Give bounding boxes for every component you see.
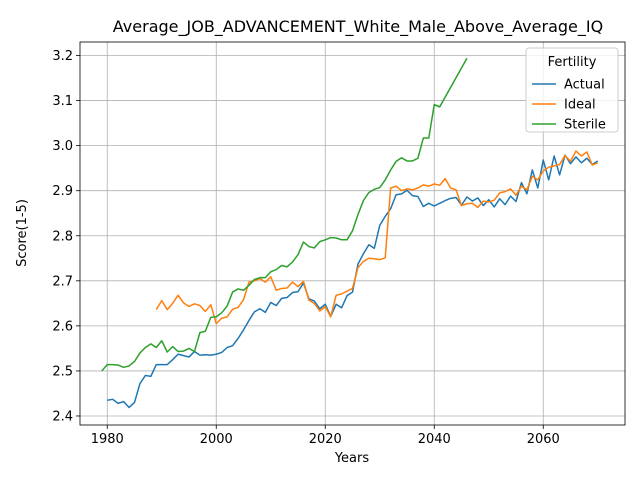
y-tick-label: 3.0 <box>52 139 73 154</box>
chart-title: Average_JOB_ADVANCEMENT_White_Male_Above… <box>113 17 603 37</box>
x-axis-label: Years <box>334 451 370 466</box>
series-layer <box>101 57 599 409</box>
y-axis-label: Score(1-5) <box>15 199 30 267</box>
grid <box>80 42 625 425</box>
x-tick-label: 2060 <box>527 432 560 447</box>
x-axis: 1980 2000 2020 2040 2060 <box>91 425 560 447</box>
legend: Fertility Actual Ideal Sterile <box>525 47 619 133</box>
y-tick-label: 2.4 <box>52 409 73 424</box>
y-tick-label: 2.8 <box>52 229 73 244</box>
legend-label-ideal: Ideal <box>564 98 596 113</box>
plot-frame <box>79 41 626 426</box>
y-tick-label: 2.9 <box>52 184 73 199</box>
series-line-sterile <box>101 57 468 372</box>
y-axis: 2.4 2.5 2.6 2.7 2.8 2.9 3.0 3.1 3.2 <box>52 49 80 424</box>
legend-items: Actual Ideal Sterile <box>532 78 606 133</box>
legend-box <box>525 47 619 133</box>
legend-title: Fertility <box>548 55 597 70</box>
y-tick-label: 3.1 <box>52 94 73 109</box>
y-tick-label: 2.7 <box>52 274 73 289</box>
series-line-ideal <box>155 150 599 325</box>
legend-label-actual: Actual <box>564 78 605 93</box>
legend-label-sterile: Sterile <box>564 118 606 133</box>
x-tick-label: 2040 <box>418 432 451 447</box>
y-tick-label: 2.6 <box>52 319 73 334</box>
y-tick-label: 2.5 <box>52 364 73 379</box>
x-tick-label: 2000 <box>200 432 233 447</box>
series-line-actual <box>107 154 599 409</box>
x-tick-label: 2020 <box>309 432 342 447</box>
x-tick-label: 1980 <box>91 432 124 447</box>
y-tick-label: 3.2 <box>52 49 73 64</box>
